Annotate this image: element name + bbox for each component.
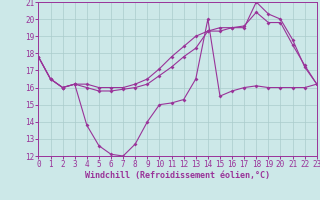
X-axis label: Windchill (Refroidissement éolien,°C): Windchill (Refroidissement éolien,°C)	[85, 171, 270, 180]
